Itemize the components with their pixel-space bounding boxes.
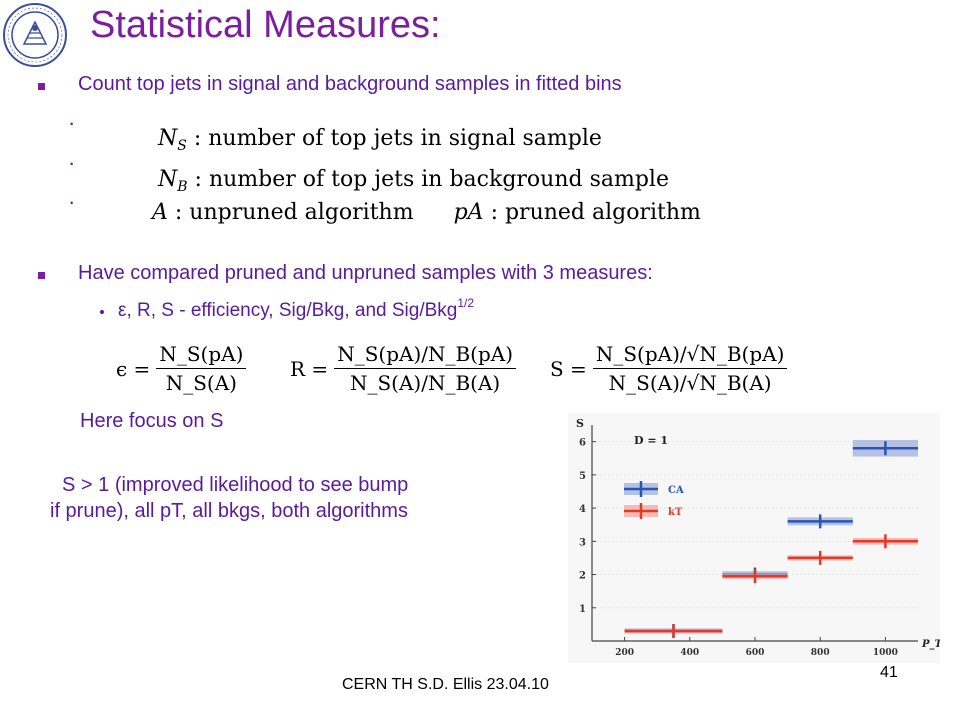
conclusion-line-1: S > 1 (improved likelihood to see bump (62, 474, 409, 496)
pa-description: : pruned algorithm (490, 200, 701, 225)
chart-x-tick-label: 600 (746, 648, 765, 658)
sub-bullet-superscript: 1/2 (457, 296, 475, 310)
chart-y-tick-label: 4 (579, 504, 586, 515)
chart-x-tick-label: 200 (615, 648, 634, 658)
chart-x-tick-label: 400 (680, 648, 699, 658)
bullet-text-count: Count top jets in signal and background … (78, 73, 622, 95)
a-description: : unpruned algorithm (174, 200, 414, 225)
ns-subscript: S (177, 138, 187, 154)
sub-bullet-dot: · (68, 150, 76, 175)
formula-s-numerator: N_S(pA)/√N_B(pA) (592, 342, 788, 369)
conclusion-line-2: if prune), all pT, all bkgs, both algori… (50, 500, 408, 522)
s-vs-pt-chart: 1 2 3 4 5 6 200 400 600 800 1000 CA kT D = 1 S P_T (568, 413, 940, 663)
chart-y-tick-label: 1 (579, 604, 586, 615)
bullet-text-measures: Have compared pruned and unpruned sample… (78, 262, 653, 284)
page-number: 41 (880, 664, 898, 681)
chart-x-tick-label: 800 (811, 648, 830, 658)
chart-y-axis-label: S (576, 417, 584, 430)
chart-y-tick-label: 6 (579, 438, 586, 449)
chart-x-tick-label: 1000 (873, 648, 898, 658)
ns-symbol: N (158, 126, 178, 151)
formula-r-lhs: R = (290, 356, 329, 381)
sub-bullet-dot: · (68, 189, 76, 214)
nb-symbol: N (158, 167, 178, 192)
sub-bullet-measures: ε, R, S - efficiency, Sig/Bkg, and Sig/B… (118, 296, 474, 322)
chart-y-tick-label: 3 (579, 537, 586, 548)
bullet-marker (38, 83, 45, 90)
formula-s: S = N_S(pA)/√N_B(pA) N_S(A)/√N_B(A) (550, 342, 788, 395)
sub-bullet-dot (100, 310, 104, 314)
slide-title: Statistical Measures: (90, 4, 441, 46)
formula-epsilon-denominator: N_S(A) (165, 371, 237, 395)
university-seal-logo (3, 3, 67, 67)
nb-subscript: B (177, 179, 188, 195)
chart-y-tick-label: 5 (579, 471, 586, 482)
sub-bullet-main-text: ε, R, S - efficiency, Sig/Bkg, and Sig/B… (118, 300, 458, 321)
formula-r: R = N_S(pA)/N_B(pA) N_S(A)/N_B(A) (290, 342, 517, 395)
footer-text: CERN TH S.D. Ellis 23.04.10 (342, 676, 549, 693)
formula-epsilon: ϵ = N_S(pA) N_S(A) (116, 342, 247, 395)
nb-description: : number of top jets in background sampl… (194, 167, 669, 192)
formula-r-denominator: N_S(A)/N_B(A) (349, 371, 501, 395)
pa-symbol: pA (453, 200, 484, 225)
focus-text: Here focus on S (80, 410, 224, 432)
sub-bullet-dot: · (68, 110, 76, 135)
chart-title: D = 1 (634, 434, 668, 447)
chart-legend-label: CA (668, 485, 684, 496)
a-symbol: A (152, 200, 168, 225)
formula-r-numerator: N_S(pA)/N_B(pA) (334, 342, 517, 369)
bullet-marker (38, 272, 45, 279)
chart-legend-label: kT (668, 507, 683, 518)
formula-s-denominator: N_S(A)/√N_B(A) (608, 371, 772, 395)
chart-x-axis-label: P_T (921, 639, 940, 650)
formula-s-lhs: S = (550, 356, 587, 381)
ns-description: : number of top jets in signal sample (193, 126, 602, 151)
formula-epsilon-lhs: ϵ = (116, 356, 151, 381)
chart-y-tick-label: 2 (579, 571, 586, 582)
definition-algorithms: A : unpruned algorithm pA : pruned algor… (152, 200, 701, 225)
conclusion-text: S > 1 (improved likelihood to see bump i… (50, 472, 409, 524)
formula-epsilon-numerator: N_S(pA) (156, 342, 247, 369)
definition-nb: NB : number of top jets in background sa… (158, 167, 669, 195)
definition-ns: NS : number of top jets in signal sample (158, 126, 602, 154)
